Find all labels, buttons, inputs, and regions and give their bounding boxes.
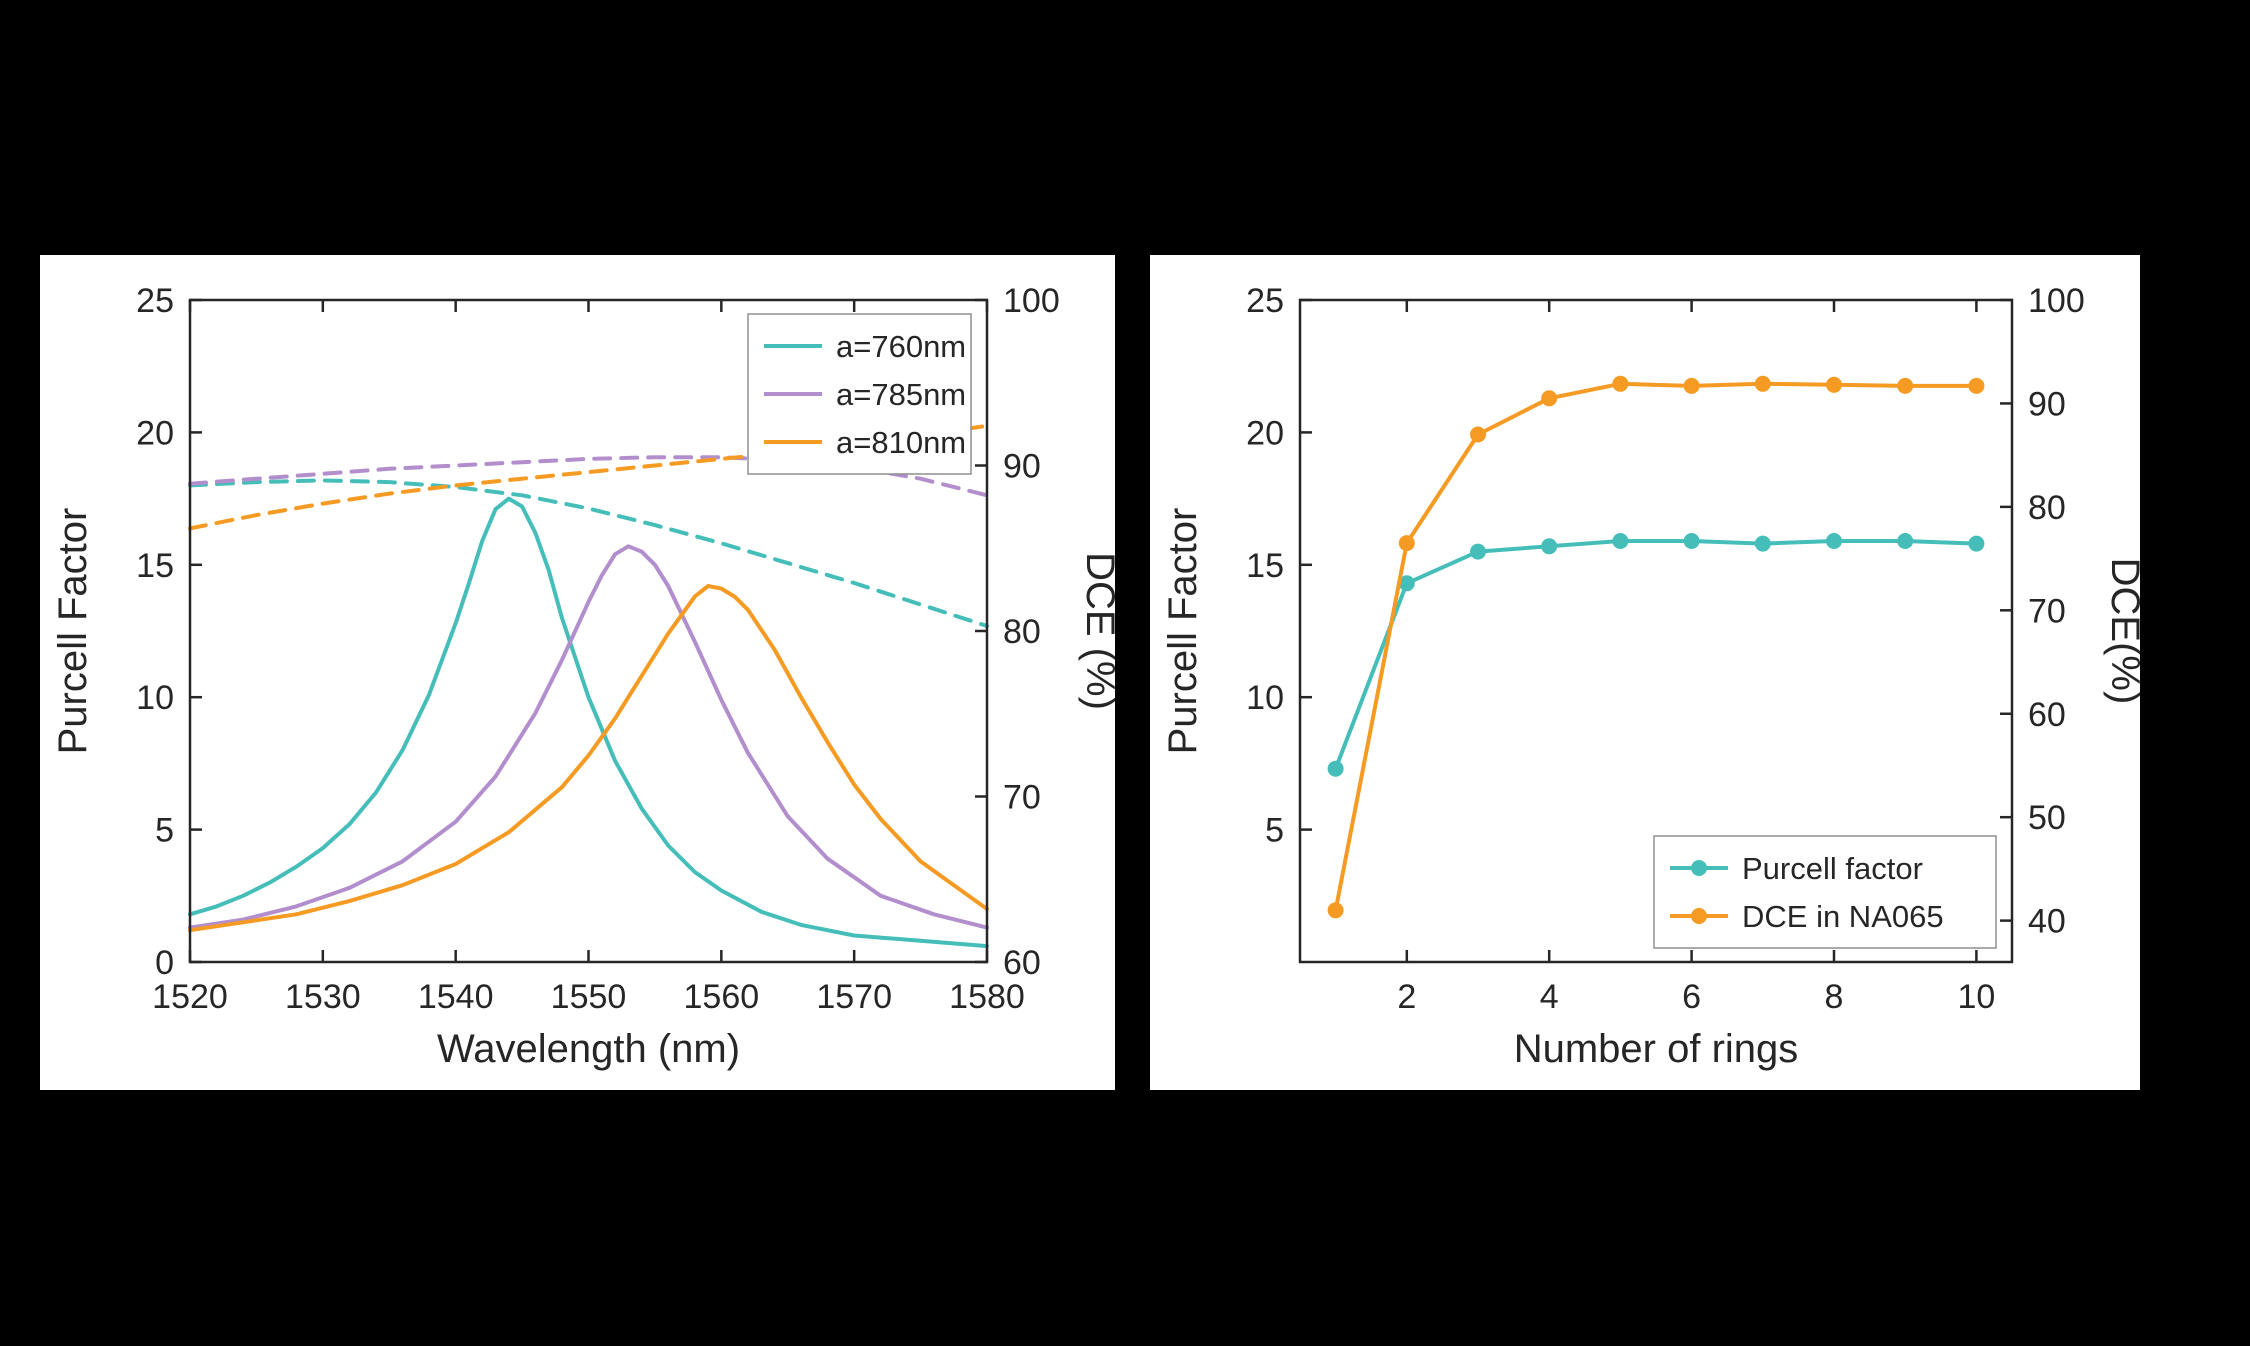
y-axis-label: Purcell Factor <box>51 508 95 755</box>
x-axis-label: Wavelength (nm) <box>437 1027 740 1071</box>
y-tick-label: 10 <box>1246 679 1284 717</box>
x-tick-label: 1580 <box>949 978 1025 1016</box>
y2-tick-label: 100 <box>1003 282 1060 320</box>
purcell-vs-wavelength-chart: 1520 1530 1540 1550 1560 1570 1580051015202560… <box>51 282 1115 1071</box>
y-tick-label: 20 <box>1246 414 1284 452</box>
y-tick-label: 25 <box>1246 282 1284 320</box>
x-tick-label: 1550 <box>551 978 627 1016</box>
x-tick-label: 6 <box>1682 978 1701 1016</box>
y2-tick-label: 40 <box>2028 903 2066 941</box>
tick-labels: 2 4 6 8 10 5 10 15 20 25 40 50 60 70 80 90 100 <box>1246 282 2085 1016</box>
series-line-a-810nm-purcell-factor <box>188 584 989 933</box>
legend-sample-marker <box>1691 908 1707 924</box>
legend-sample-marker <box>1691 860 1707 876</box>
y2-axis-label: DCE(%) <box>2103 558 2140 705</box>
series-group <box>188 423 989 949</box>
x-tick-label: 1540 <box>418 978 494 1016</box>
data-point-marker <box>1897 533 1914 549</box>
legend-label: a=760nm <box>836 329 966 364</box>
data-point-marker <box>1398 535 1415 552</box>
legend-label: a=785nm <box>836 377 966 412</box>
y2-tick-label: 90 <box>1003 448 1041 486</box>
data-point-marker <box>1327 760 1344 777</box>
data-point-marker <box>1398 575 1415 592</box>
data-point-marker <box>1541 538 1558 555</box>
x-tick-label: 4 <box>1540 978 1559 1016</box>
data-point-marker <box>1612 533 1629 549</box>
data-point-marker <box>1327 902 1344 919</box>
legend-label: Purcell factor <box>1742 851 1923 886</box>
purcell-vs-rings-chart: 2 4 6 8 10 5 10 15 20 25 40 50 60 70 80 90 100 Number of … <box>1161 282 2140 1071</box>
series-line-a-760nm-purcell-factor <box>188 496 989 949</box>
y-tick-label: 5 <box>155 812 174 850</box>
data-point-marker <box>1683 377 1700 394</box>
y2-tick-label: 80 <box>1003 613 1041 651</box>
y-tick-label: 15 <box>1246 547 1284 585</box>
legend-label: DCE in NA065 <box>1742 899 1944 934</box>
x-tick-label: 1530 <box>285 978 361 1016</box>
y2-axis-label: DCE (%) <box>1078 552 1115 710</box>
y2-tick-label: 70 <box>1003 779 1041 817</box>
y-tick-label: 25 <box>136 282 174 320</box>
x-tick-label: 2 <box>1397 978 1416 1016</box>
right-chart-panel: 2 4 6 8 10 5 10 15 20 25 40 50 60 70 80 90 100 Number of … <box>1150 255 2140 1090</box>
tick-marks <box>1300 298 2012 962</box>
x-tick-label: 10 <box>1957 978 1995 1016</box>
data-point-marker <box>1826 376 1842 393</box>
data-point-marker <box>1541 390 1558 407</box>
x-tick-label: 1560 <box>684 978 760 1016</box>
data-point-marker <box>1683 533 1700 549</box>
y2-tick-label: 70 <box>2028 592 2066 630</box>
y2-tick-label: 50 <box>2028 799 2066 837</box>
y2-tick-label: 60 <box>2028 696 2066 734</box>
legend: a=760nm a=785nm a=810nm <box>747 313 972 475</box>
y-axis-label: Purcell Factor <box>1161 508 1205 755</box>
y2-tick-label: 60 <box>1003 944 1041 982</box>
y2-tick-label: 80 <box>2028 489 2066 527</box>
axes-box <box>1298 298 2014 964</box>
tick-labels: 1520 1530 1540 1550 1560 1570 1580051015202560… <box>136 282 1060 1016</box>
data-point-marker <box>1754 375 1771 392</box>
y-tick-label: 10 <box>136 679 174 717</box>
legend: Purcell factor DCE in NA065 <box>1653 835 1997 949</box>
series-line-purcell-factor <box>1333 539 1979 771</box>
series-group <box>1327 375 1985 919</box>
series-line-a-785nm-purcell-factor <box>188 544 989 930</box>
left-chart-panel: 1520 1530 1540 1550 1560 1570 1580 0 5 10 15 20 25 60… <box>40 255 1115 1090</box>
data-point-marker <box>1897 377 1914 394</box>
tick-marks <box>188 298 989 964</box>
y-tick-label: 5 <box>1265 812 1284 850</box>
data-point-marker <box>1754 535 1771 552</box>
data-point-marker <box>1968 535 1985 552</box>
y2-tick-label: 90 <box>2028 385 2066 423</box>
y-tick-label: 20 <box>136 414 174 452</box>
x-axis-label: Number of rings <box>1514 1027 1799 1071</box>
data-point-marker <box>1470 543 1486 560</box>
y-tick-label: 15 <box>136 547 174 585</box>
x-tick-label: 1570 <box>816 978 892 1016</box>
legend-label: a=810nm <box>836 425 966 460</box>
data-point-marker <box>1470 426 1486 443</box>
data-point-marker <box>1968 377 1985 394</box>
series-line-a-810nm-dce <box>188 423 989 531</box>
x-tick-label: 8 <box>1825 978 1844 1016</box>
data-point-marker <box>1826 533 1842 549</box>
series-line-dce-in-na065 <box>1333 381 1979 913</box>
y-tick-label: 0 <box>155 944 174 982</box>
legend-box <box>1653 835 1997 949</box>
data-point-marker <box>1612 375 1629 392</box>
x-tick-label: 1520 <box>152 978 228 1016</box>
y2-tick-label: 100 <box>2028 282 2085 320</box>
series-line-a-760nm-dce <box>188 478 989 628</box>
